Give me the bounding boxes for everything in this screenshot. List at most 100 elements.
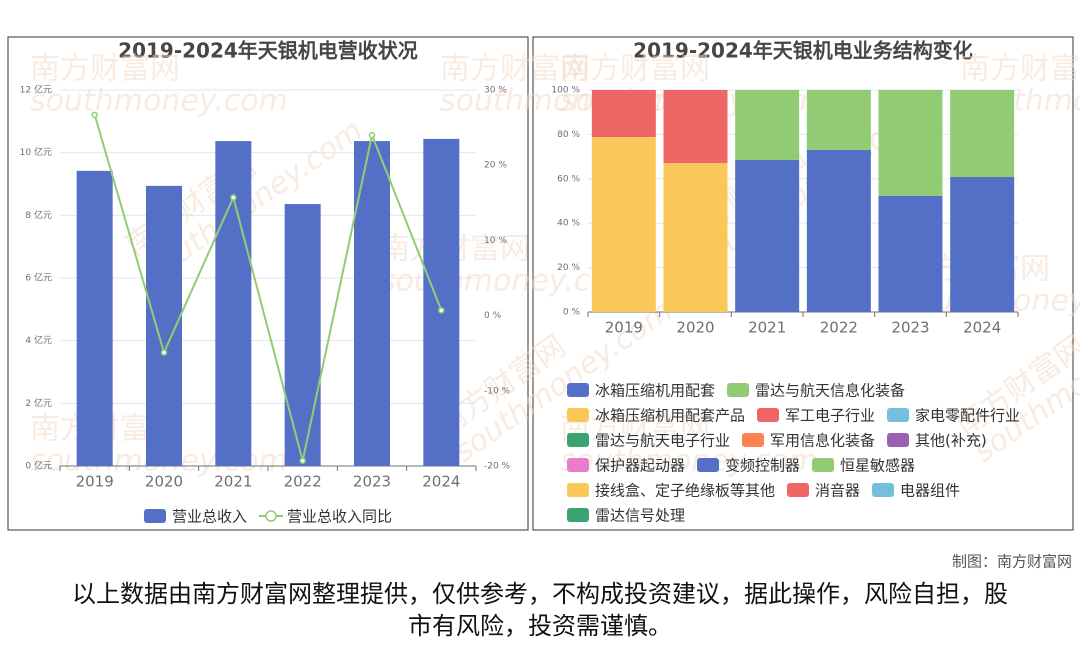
legend-swatch [887,433,910,447]
legend-item: 雷达信号处理 [567,507,685,525]
bar-segment [663,90,728,164]
bar-segment [878,195,943,312]
legend-label: 消音器 [815,482,860,500]
legend-swatch [787,483,810,497]
bar-segment [950,177,1015,312]
legend-swatch [697,458,720,472]
legend-item: 冰箱压缩机用配套产品 [567,407,745,425]
watermark: 南方财富网 [30,52,180,87]
line-point [160,349,168,356]
line-point [438,307,445,314]
line-point [368,131,376,139]
bar [76,170,113,466]
x-tick-label: 2022 [820,319,858,337]
chart-title: 2019-2024年天银机电营收状况 [118,39,418,63]
x-tick-label: 2023 [353,473,391,491]
x-tick-label: 2024 [963,319,1001,337]
legend-swatch [143,509,166,523]
bar [423,138,460,466]
x-tick-label: 2021 [214,473,252,491]
bar [215,141,252,466]
watermark: 南方财富网 [560,52,710,87]
y2-tick-label: 20 % [484,161,507,171]
legend-label: 雷达与航天信息化装备 [755,382,905,400]
bar-segment [591,90,656,138]
legend-label: 雷达与航天电子行业 [595,432,730,450]
legend-label: 军用信息化装备 [770,432,875,450]
line-point [230,194,237,201]
legend-label: 营业总收入同比 [287,508,392,526]
legend-item: 恒星敏感器 [812,457,915,475]
legend-swatch [265,510,277,522]
bar-segment [735,159,800,312]
watermark: 南方财富网 [440,52,590,87]
panel-frame [7,36,529,531]
legend-label: 冰箱压缩机用配套 [595,382,715,400]
bar [284,204,321,466]
legend-item: 家电零配件行业 [887,407,1020,425]
legend-swatch [757,408,780,422]
y-tick-label: 4 亿元 [25,334,52,346]
legend: 营业总收入 营业总收入同比 [143,508,392,526]
line-point [299,457,306,464]
legend-label: 其他(补充) [915,432,987,450]
legend-label: 营业总收入 [172,508,247,526]
legend-item: 其他(补充) [887,432,987,450]
legend-swatch [567,408,589,422]
x-tick-label: 2023 [891,319,929,337]
legend-item: 电器组件 [872,482,960,500]
legend-swatch [872,483,895,497]
y2-tick-label: -20 % [484,462,511,472]
line-point [91,111,98,119]
y-tick-label: 20 % [557,263,580,273]
y-tick-label: 12 亿元 [20,84,52,96]
y2-tick-label: 0 % [484,311,502,321]
y-tick-label: 2 亿元 [25,397,52,409]
y-tick-label: 0 亿元 [25,460,52,472]
chart-title: 2019-2024年天银机电业务结构变化 [633,39,973,63]
bar-segment [950,90,1015,178]
y-tick-label: 0 % [563,308,581,318]
y-tick-label: 6 亿元 [25,272,52,284]
y2-tick-label: -10 % [484,386,511,396]
legend-label: 军工电子行业 [785,407,875,425]
legend-swatch [567,383,589,397]
legend-item: 军工电子行业 [757,407,875,425]
legend-swatch [812,458,835,472]
x-tick-label: 2021 [748,319,786,337]
x-tick-label: 2024 [422,473,460,491]
bar-segment [591,137,656,312]
y2-tick-label: 10 % [484,236,507,246]
legend-swatch [567,433,589,447]
watermark: southmoney.com [30,84,288,119]
legend-swatch [567,508,589,522]
bar-segment [735,90,800,160]
watermark: 南方财富网 [960,52,1080,87]
legend-swatch [567,483,589,497]
legend-item: 雷达与航天信息化装备 [727,382,905,400]
legend-swatch [567,458,589,472]
bar-segment [806,90,871,150]
y2-tick-label: 30 % [484,86,507,96]
legend-swatch [727,383,750,397]
x-tick-label: 2019 [76,473,114,491]
legend-swatch [887,408,910,422]
x-tick-label: 2022 [284,473,322,491]
bar-segment [663,163,728,312]
line [93,114,443,461]
y-tick-label: 40 % [557,219,580,229]
y-tick-label: 60 % [557,174,580,184]
x-tick-label: 2019 [605,319,643,337]
legend-label: 接线盒、定子绝缘板等其他 [595,482,775,500]
panel-frame [532,36,1074,531]
x-tick-label: 2020 [676,319,714,337]
y-tick-label: 80 % [557,130,580,140]
legend-item: 军用信息化装备 [742,432,875,450]
legend-label: 保护器起动器 [595,457,685,475]
y-tick-label: 10 亿元 [20,146,52,158]
watermark: southmoney.com [560,444,818,479]
bar-segment [806,149,871,312]
credit: 制图：南方财富网 [952,553,1072,571]
